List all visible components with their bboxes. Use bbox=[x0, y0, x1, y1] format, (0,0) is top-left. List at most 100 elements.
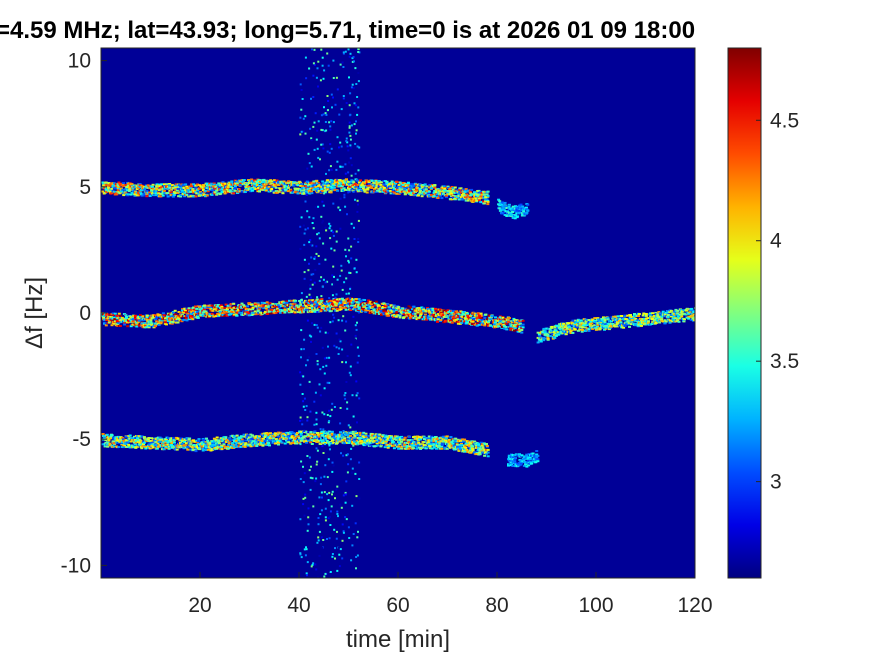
upper-sideband-trace-cell bbox=[314, 186, 318, 188]
carrier-trace-cell bbox=[408, 311, 412, 313]
upper-sideband-trace-cell bbox=[364, 188, 368, 191]
lower-sideband-trace-cell bbox=[126, 441, 129, 444]
lower-sideband-trace-cell bbox=[110, 444, 114, 447]
carrier-trace-cell bbox=[521, 323, 525, 326]
upper-sideband-trace-cell bbox=[104, 181, 108, 184]
upper-sideband-trace-cell bbox=[306, 184, 310, 187]
carrier-trace-late-cell bbox=[567, 322, 571, 325]
upper-sideband-trace-cell bbox=[273, 179, 276, 182]
lower-sideband-trace-cell bbox=[106, 445, 110, 448]
carrier-trace-cell bbox=[105, 319, 109, 321]
upper-sideband-trace-cell bbox=[437, 191, 441, 194]
carrier-trace-cell bbox=[399, 310, 403, 313]
carrier-trace-cell bbox=[368, 305, 372, 308]
carrier-trace-cell bbox=[180, 320, 184, 323]
carrier-trace-cell bbox=[387, 306, 391, 309]
carrier-trace-cell bbox=[158, 313, 162, 316]
upper-sideband-trace-cell bbox=[194, 191, 198, 194]
carrier-trace-cell bbox=[415, 318, 419, 321]
carrier-trace-cell bbox=[429, 317, 433, 320]
carrier-trace-cell bbox=[506, 319, 510, 322]
upper-sideband-trace-cell bbox=[130, 183, 134, 186]
lower-sideband-trace-cell bbox=[149, 442, 153, 444]
lower-sideband-trace-cell bbox=[171, 446, 174, 449]
carrier-trace-late-cell bbox=[692, 311, 695, 314]
upper-sideband-trace-cell bbox=[455, 191, 458, 194]
upper-sideband-trace-cell bbox=[241, 181, 245, 184]
upper-sideband-trace-cell bbox=[398, 181, 402, 184]
upper-sideband-trace-cell bbox=[359, 186, 363, 188]
carrier-trace-cell bbox=[387, 310, 391, 312]
carrier-trace-late-cell bbox=[660, 315, 664, 318]
carrier-trace-late-cell bbox=[614, 319, 618, 322]
lower-sideband-trace-cell bbox=[212, 448, 216, 451]
upper-sideband-trace-cell bbox=[475, 199, 479, 202]
carrier-trace-late-cell bbox=[604, 326, 608, 329]
lower-sideband-trace-cell bbox=[239, 435, 243, 438]
carrier-trace-late-cell bbox=[650, 323, 654, 325]
carrier-trace-late-cell bbox=[627, 319, 631, 322]
carrier-trace-cell bbox=[447, 310, 451, 313]
upper-sideband-trace-cell bbox=[470, 188, 474, 191]
carrier-trace-cell bbox=[279, 311, 282, 314]
upper-sideband-trace-cell bbox=[429, 194, 433, 197]
upper-sideband-trace-cell bbox=[373, 187, 376, 190]
lower-sideband-trace-cell bbox=[105, 433, 109, 436]
carrier-trace-cell bbox=[240, 305, 244, 308]
carrier-trace-cell bbox=[214, 315, 218, 318]
carrier-trace-cell bbox=[177, 316, 181, 319]
carrier-trace-cell bbox=[224, 303, 228, 306]
carrier-trace-cell bbox=[514, 321, 517, 324]
lower-sideband-trace-cell bbox=[224, 436, 228, 439]
carrier-trace-cell bbox=[372, 308, 376, 311]
carrier-trace-cell bbox=[469, 314, 473, 317]
upper-sideband-tail-cell bbox=[525, 211, 529, 214]
lower-sideband-trace-cell bbox=[148, 447, 152, 450]
upper-sideband-trace-cell bbox=[133, 194, 137, 197]
upper-sideband-trace-cell bbox=[208, 182, 212, 185]
carrier-trace-cell bbox=[268, 310, 272, 313]
carrier-trace-late-cell bbox=[554, 329, 558, 332]
upper-sideband-trace-cell bbox=[389, 185, 393, 188]
carrier-trace-cell bbox=[457, 312, 461, 315]
upper-sideband-trace-cell bbox=[482, 200, 486, 203]
carrier-trace-cell bbox=[145, 316, 149, 319]
carrier-trace-late-cell bbox=[644, 319, 648, 322]
upper-sideband-trace-cell bbox=[170, 188, 173, 191]
lower-sideband-trace-cell bbox=[158, 436, 162, 439]
upper-sideband-trace-cell bbox=[308, 190, 312, 193]
carrier-trace-cell bbox=[235, 306, 238, 309]
carrier-trace-cell bbox=[428, 311, 432, 314]
carrier-trace-late-cell bbox=[546, 334, 550, 337]
carrier-trace-cell bbox=[506, 320, 510, 323]
carrier-trace-cell bbox=[223, 314, 227, 317]
upper-sideband-trace-cell bbox=[421, 187, 425, 189]
lower-sideband-trace-cell bbox=[109, 437, 112, 440]
carrier-trace-cell bbox=[415, 309, 419, 312]
upper-sideband-trace-cell bbox=[423, 186, 427, 189]
upper-sideband-trace-cell bbox=[234, 184, 238, 187]
carrier-trace-cell bbox=[355, 298, 359, 300]
carrier-trace-late-cell bbox=[664, 320, 668, 323]
upper-sideband-trace-cell bbox=[469, 192, 473, 194]
carrier-trace-cell bbox=[451, 309, 455, 312]
carrier-trace-cell bbox=[355, 309, 359, 312]
upper-sideband-trace-cell bbox=[264, 183, 268, 186]
upper-sideband-trace-cell bbox=[458, 191, 462, 194]
carrier-trace-late-cell bbox=[619, 318, 623, 321]
carrier-trace-cell bbox=[487, 320, 491, 323]
upper-sideband-trace-cell bbox=[118, 192, 122, 195]
carrier-trace-cell bbox=[232, 302, 236, 305]
carrier-trace-cell bbox=[198, 305, 202, 308]
upper-sideband-trace-cell bbox=[283, 184, 287, 187]
carrier-trace-cell bbox=[499, 322, 503, 325]
carrier-trace-cell bbox=[377, 312, 381, 315]
carrier-trace-cell bbox=[419, 315, 422, 318]
carrier-trace-cell bbox=[251, 313, 255, 316]
upper-sideband-trace-cell bbox=[424, 192, 428, 195]
upper-sideband-trace-cell bbox=[301, 185, 305, 188]
lower-sideband-trace-cell bbox=[183, 440, 187, 443]
lower-sideband-trace-cell bbox=[172, 437, 176, 440]
carrier-trace-late-cell bbox=[629, 323, 633, 326]
upper-sideband-trace-cell bbox=[130, 184, 134, 187]
